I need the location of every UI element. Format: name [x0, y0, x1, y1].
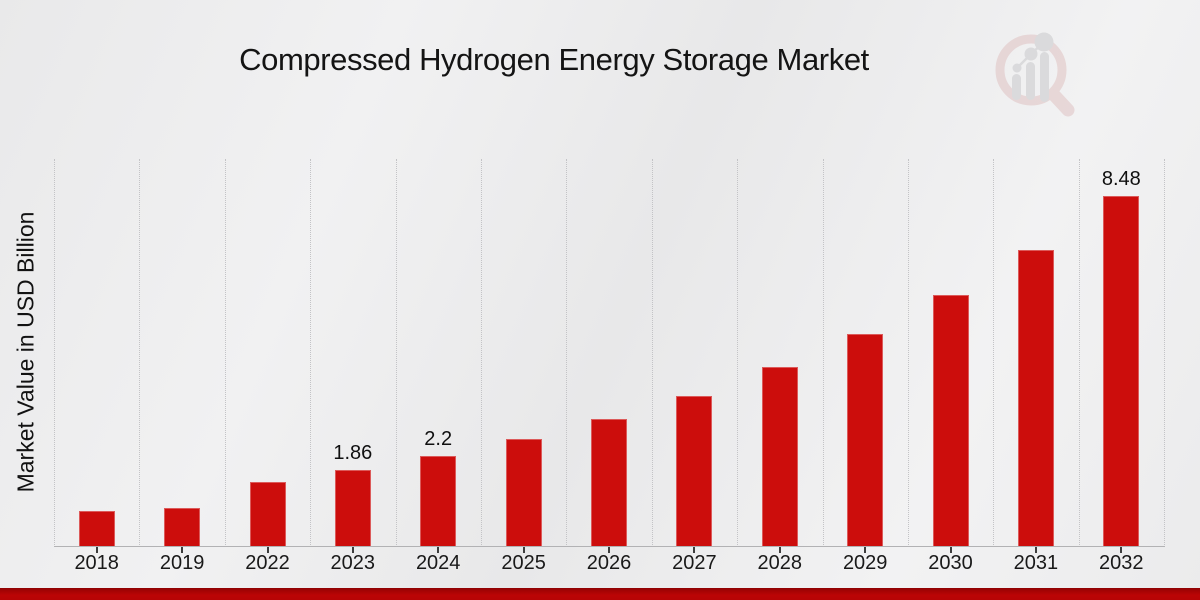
- bar-2018: [78, 511, 115, 547]
- gridline: [993, 159, 995, 547]
- gridline: [54, 159, 55, 547]
- logo-dot-medium-icon: [1024, 47, 1038, 61]
- x-axis-tick: [181, 547, 184, 553]
- x-axis-tick: [95, 547, 98, 553]
- gridline: [737, 159, 739, 547]
- brand-logo: [985, 22, 1085, 122]
- x-axis-label-2022: 2022: [245, 552, 290, 574]
- logo-bar-medium-icon: [1026, 62, 1035, 100]
- x-axis-label-2027: 2027: [672, 552, 717, 574]
- x-axis-label-2028: 2028: [757, 552, 803, 574]
- logo-bar-short-icon: [1012, 74, 1021, 100]
- gridline: [224, 159, 226, 547]
- x-axis-label-2025: 2025: [501, 552, 546, 574]
- bar-value-label-2032: 8.48: [1101, 168, 1141, 190]
- chart-title: Compressed Hydrogen Energy Storage Marke…: [239, 42, 869, 77]
- x-axis-label-2023: 2023: [330, 552, 376, 574]
- x-axis-label-2029: 2029: [842, 552, 888, 574]
- bar-2025: [505, 439, 542, 547]
- x-axis-tick: [1120, 547, 1123, 553]
- x-axis-tick: [949, 547, 952, 553]
- bar-2030: [932, 295, 969, 547]
- x-axis-tick: [351, 547, 354, 553]
- x-axis-tick: [778, 547, 781, 553]
- logo-bar-tall-icon: [1040, 52, 1049, 102]
- gridline: [395, 159, 397, 547]
- x-axis-tick: [437, 547, 440, 553]
- bar-2027: [676, 396, 713, 547]
- logo-dot-small-icon: [1012, 63, 1022, 73]
- x-axis-tick: [693, 547, 696, 553]
- x-axis-label-2024: 2024: [415, 552, 461, 574]
- magnifier-ring-icon: [995, 34, 1067, 106]
- bar-2026: [591, 419, 627, 547]
- bar-2019: [164, 508, 201, 547]
- x-axis-tick: [266, 547, 269, 553]
- magnifier-handle-icon: [1048, 89, 1075, 117]
- x-axis-label-2018: 2018: [74, 552, 119, 574]
- bar-2029: [847, 334, 884, 547]
- bar-value-label-2024: 2.2: [424, 428, 453, 450]
- x-axis-tick: [608, 547, 610, 553]
- y-axis-label: Market Value in USD Billion: [12, 211, 39, 493]
- gridline: [1164, 159, 1165, 547]
- x-axis-label-2026: 2026: [586, 552, 632, 574]
- bar-2031: [1017, 250, 1054, 547]
- bar-2022: [249, 482, 286, 547]
- bar-value-label-2023: 1.86: [333, 442, 373, 464]
- x-axis-tick: [864, 547, 867, 553]
- x-axis-tick: [1034, 547, 1037, 553]
- gridline: [907, 159, 909, 547]
- gridline: [822, 159, 824, 547]
- plot-area: 1.86 2.2 8.48: [54, 159, 1165, 547]
- logo-dot-large-icon: [1034, 32, 1054, 52]
- footer-accent-bar: [0, 588, 1200, 600]
- gridline: [1078, 159, 1080, 547]
- bar-2023: [334, 470, 371, 547]
- gridline: [651, 159, 653, 547]
- bar-2032: [1103, 196, 1140, 547]
- x-axis-label-2032: 2032: [1099, 552, 1144, 574]
- gridline: [139, 159, 141, 547]
- x-axis-label-2019: 2019: [159, 552, 205, 574]
- x-axis-label-2031: 2031: [1013, 552, 1059, 574]
- magnifier-chart-icon: [995, 32, 1075, 117]
- x-axis-tick: [522, 547, 525, 553]
- gridline: [566, 159, 568, 547]
- gridline: [310, 159, 312, 547]
- gridline: [480, 159, 482, 547]
- bar-2028: [761, 367, 798, 547]
- x-axis-line: [54, 546, 1165, 547]
- x-axis-label-2030: 2030: [928, 552, 973, 574]
- bar-2024: [420, 456, 457, 547]
